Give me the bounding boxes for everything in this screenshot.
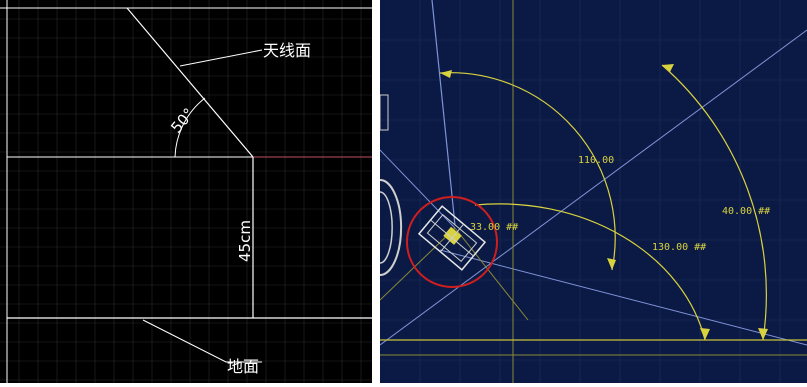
cad-model-svg: 110.00 40.00 ## 130.00 ## 33.00 ##	[379, 0, 807, 383]
dimension-arc-40	[661, 64, 767, 341]
dimension-label-110: 110.00	[578, 155, 614, 166]
dimension-label-40: 40.00 ##	[722, 206, 770, 217]
cad-model-view: 110.00 40.00 ## 130.00 ## 33.00 ##	[379, 0, 807, 383]
antenna-plane-line	[126, 7, 254, 158]
cad-grid	[380, 0, 807, 383]
arrowhead-110-end	[607, 258, 616, 270]
ground-label-leader	[142, 319, 262, 363]
antenna-plane-label: 天线面	[263, 41, 311, 60]
grid	[0, 0, 372, 383]
dimension-label-33: 33.00 ##	[470, 222, 518, 233]
vertical-blue-line	[431, 0, 456, 226]
wheel-inner-outline	[379, 191, 393, 264]
arrowhead-40-end	[758, 328, 768, 340]
highlight-circle	[406, 196, 498, 288]
olive-left-line	[379, 227, 456, 301]
antenna-label-leader	[179, 49, 263, 67]
arrowhead-110-start	[440, 70, 452, 78]
diagonal-blue-line	[379, 29, 807, 346]
edge-part-outline	[379, 94, 389, 131]
arrowhead-40-start	[662, 64, 674, 72]
wheel-outline	[379, 179, 403, 276]
angle-arc	[174, 97, 206, 158]
lower-blue-line	[439, 249, 807, 346]
dimension-arc-130	[474, 203, 706, 341]
dimension-arc-110	[439, 72, 616, 271]
antenna-device	[417, 205, 487, 271]
ground-label: 地面	[227, 357, 259, 376]
antenna-angle-svg: 天线面 50° 45cm 地面	[0, 0, 372, 383]
diagram-background	[0, 0, 372, 383]
olive-diagonal-line	[454, 227, 529, 321]
cad-background	[380, 0, 807, 383]
height-label: 45cm	[236, 220, 254, 262]
dimension-label-130: 130.00 ##	[652, 242, 706, 253]
antenna-angle-diagram: 天线面 50° 45cm 地面	[0, 0, 372, 383]
arrowhead-130-end	[700, 328, 710, 340]
